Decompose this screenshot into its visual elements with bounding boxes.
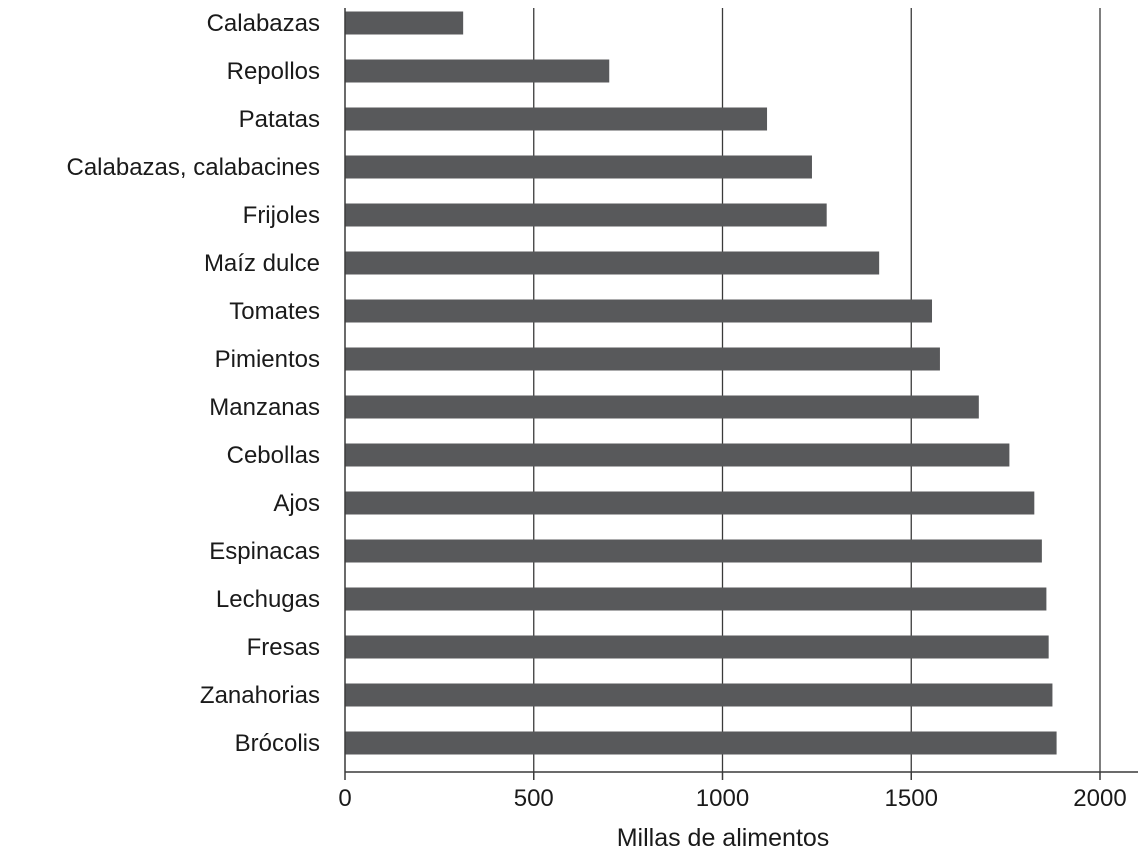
bar [345,11,464,35]
x-tick-label: 0 [338,785,351,812]
bar [345,251,880,275]
category-label: Ajos [273,490,320,517]
category-label: Calabazas [207,10,320,37]
bar [345,731,1057,755]
category-label: Zanahorias [200,682,320,709]
category-label: Repollos [227,58,320,85]
bar [345,59,610,83]
bar [345,347,940,371]
bar [345,155,812,179]
category-label: Frijoles [243,202,320,229]
bar [345,635,1049,659]
axes [344,8,1138,773]
category-label: Fresas [247,634,320,661]
bar [345,683,1053,707]
category-label: Manzanas [209,394,320,421]
bar [345,299,933,323]
bar [345,443,1010,467]
bar [345,587,1047,611]
category-label: Patatas [239,106,320,133]
category-label: Calabazas, calabacines [67,154,321,181]
x-tick-label: 2000 [1073,785,1126,812]
x-tick-labels: 0 500 1000 1500 2000 [338,772,1127,812]
category-label: Tomates [229,298,320,325]
x-tick-label: 1000 [696,785,749,812]
bar [345,539,1042,563]
category-label: Maíz dulce [204,250,320,277]
category-label: Espinacas [209,538,320,565]
x-tick-label: 500 [514,785,554,812]
bar [345,491,1035,515]
category-label: Pimientos [215,346,320,373]
category-label: Lechugas [216,586,320,613]
category-label: Cebollas [227,442,320,469]
x-axis-title: Millas de alimentos [617,824,830,852]
category-labels: Calabazas Repollos Patatas Calabazas, calab… [67,10,321,757]
x-tick-label: 1500 [885,785,938,812]
bars [345,11,1057,755]
bar [345,395,979,419]
bar [345,107,768,131]
bar [345,203,827,227]
category-label: Brócolis [235,730,320,757]
